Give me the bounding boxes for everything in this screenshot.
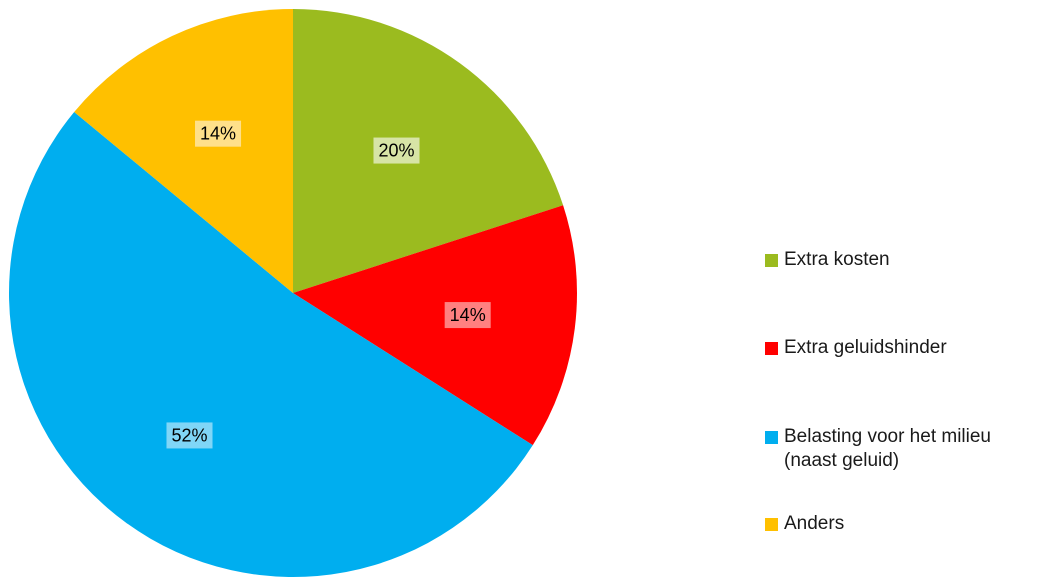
- pie-slice-extra-kosten: [293, 9, 564, 293]
- legend-item-anders: Anders: [765, 512, 844, 536]
- data-label-text: 52%: [171, 425, 207, 445]
- data-label-text: 14%: [450, 305, 486, 325]
- legend-swatch: [765, 518, 778, 531]
- data-label-belasting-milieu: 52%: [166, 422, 213, 449]
- legend-swatch: [765, 431, 778, 444]
- legend-label: Belasting voor het milieu (naast geluid): [784, 426, 991, 471]
- legend-swatch: [765, 254, 778, 267]
- legend-label: Extra geluidshinder: [784, 337, 947, 358]
- pie-data-labels: 20% 14% 52% 14%: [166, 120, 491, 449]
- data-label-background: [444, 302, 491, 329]
- data-label-text: 14%: [200, 124, 236, 144]
- data-label-background: [373, 137, 420, 164]
- pie-slice-anders: [74, 9, 293, 293]
- data-label-background: [166, 422, 213, 449]
- legend-item-extra-geluidshinder: Extra geluidshinder: [765, 336, 947, 360]
- legend-swatch: [765, 342, 778, 355]
- data-label-anders: 14%: [195, 120, 242, 147]
- legend-label: Extra kosten: [784, 249, 890, 270]
- pie-slice-belasting-milieu: [9, 111, 533, 577]
- legend-label: Anders: [784, 513, 845, 534]
- pie-slice-extra-geluidshinder: [293, 205, 577, 446]
- legend-item-belasting-milieu: Belasting voor het milieu (naast geluid): [765, 425, 991, 473]
- data-label-text: 20%: [378, 141, 414, 161]
- pie-slices: [9, 9, 577, 577]
- data-label-extra-geluidshinder: 14%: [444, 302, 491, 329]
- data-label-background: [195, 120, 242, 147]
- legend-item-extra-kosten: Extra kosten: [765, 248, 890, 272]
- data-label-extra-kosten: 20%: [373, 137, 420, 164]
